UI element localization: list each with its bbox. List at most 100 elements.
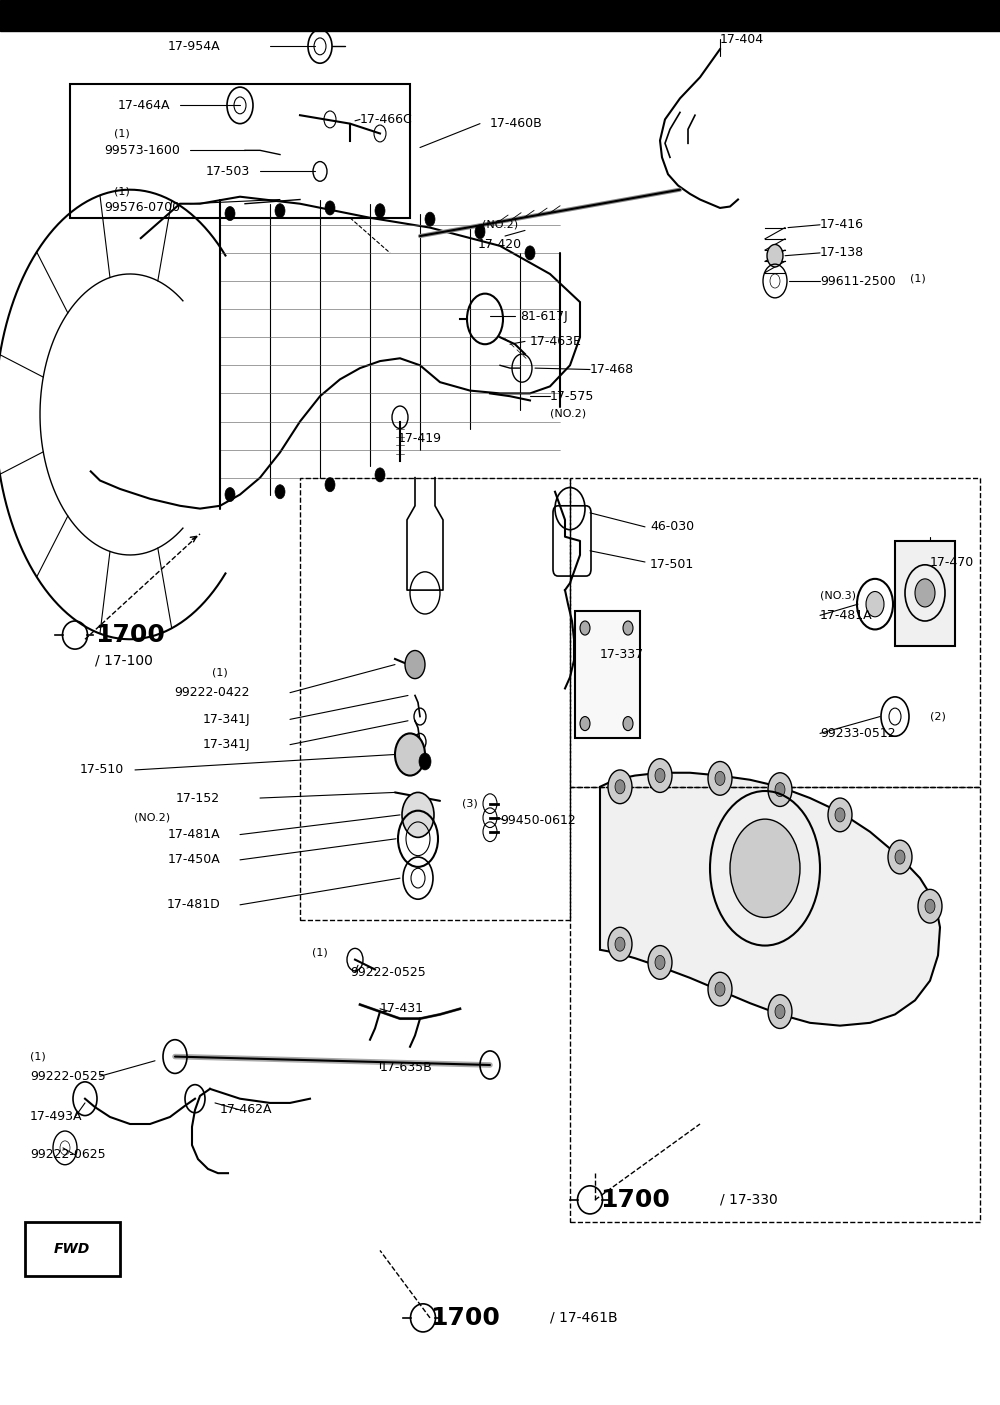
Text: 17-341J: 17-341J (202, 738, 250, 752)
Circle shape (648, 946, 672, 979)
Circle shape (623, 621, 633, 635)
Text: 17-466C: 17-466C (360, 112, 413, 126)
Text: 17-470: 17-470 (930, 555, 974, 569)
Text: 17-493A: 17-493A (30, 1110, 82, 1124)
Bar (570, 478, 980, 787)
Text: 17-138: 17-138 (820, 246, 864, 260)
Polygon shape (600, 773, 940, 1026)
Circle shape (655, 955, 665, 969)
Circle shape (375, 204, 385, 218)
Text: (NO.2): (NO.2) (134, 812, 170, 823)
Text: 99222-0525: 99222-0525 (350, 965, 426, 979)
Circle shape (925, 899, 935, 913)
Circle shape (405, 651, 425, 679)
Circle shape (225, 488, 235, 502)
Text: 17-575: 17-575 (550, 389, 594, 403)
Text: 17-503: 17-503 (206, 164, 250, 178)
Circle shape (608, 770, 632, 804)
Circle shape (395, 733, 425, 776)
Circle shape (580, 717, 590, 731)
Text: (1): (1) (312, 947, 328, 958)
Circle shape (608, 927, 632, 961)
Circle shape (325, 201, 335, 215)
Text: 17-337: 17-337 (600, 648, 644, 662)
Circle shape (828, 798, 852, 832)
Bar (300, 478, 570, 920)
Circle shape (615, 780, 625, 794)
Circle shape (375, 468, 385, 482)
Bar (575, 611, 640, 738)
Circle shape (580, 621, 590, 635)
Circle shape (708, 972, 732, 1006)
Circle shape (768, 773, 792, 806)
Bar (25, 1222, 120, 1276)
Circle shape (525, 246, 535, 260)
Text: / 17-100: / 17-100 (95, 653, 153, 667)
Text: (NO.3): (NO.3) (820, 590, 856, 601)
Text: 99573-1600: 99573-1600 (104, 143, 180, 157)
Text: 17-501: 17-501 (650, 558, 694, 572)
Text: (3): (3) (462, 798, 478, 809)
Text: 99222-0625: 99222-0625 (30, 1148, 106, 1162)
Text: 17-420: 17-420 (478, 237, 522, 251)
Text: / 17-461B: / 17-461B (550, 1311, 618, 1325)
Text: 17-510: 17-510 (80, 763, 124, 777)
Circle shape (708, 762, 732, 795)
Text: (1): (1) (910, 273, 926, 284)
Text: 17-481A: 17-481A (820, 608, 873, 622)
Text: 99222-0525: 99222-0525 (30, 1069, 106, 1083)
Circle shape (325, 478, 335, 492)
Circle shape (715, 982, 725, 996)
Circle shape (730, 819, 800, 917)
Circle shape (402, 792, 434, 837)
Circle shape (225, 207, 235, 221)
Circle shape (775, 1005, 785, 1019)
Circle shape (623, 717, 633, 731)
Text: 17-464A: 17-464A (118, 98, 170, 112)
Bar (570, 787, 980, 1222)
Text: 17-431: 17-431 (380, 1002, 424, 1016)
Text: 99222-0422: 99222-0422 (175, 686, 250, 700)
Circle shape (895, 850, 905, 864)
Text: / 17-330: / 17-330 (720, 1193, 778, 1207)
Bar (0, 0, 1000, 31)
Text: (1): (1) (114, 185, 130, 197)
Text: 1700: 1700 (600, 1187, 670, 1213)
Circle shape (475, 225, 485, 239)
Bar (70, 84, 410, 218)
Text: 17-152: 17-152 (176, 791, 220, 805)
Circle shape (615, 937, 625, 951)
Text: 17-460B: 17-460B (490, 117, 543, 131)
Text: 17-462A: 17-462A (220, 1103, 272, 1117)
Circle shape (915, 579, 935, 607)
Text: 17-463E: 17-463E (530, 334, 582, 348)
Circle shape (275, 485, 285, 499)
Text: 17-450A: 17-450A (167, 853, 220, 867)
Text: 17-481A: 17-481A (167, 828, 220, 842)
Text: 99576-0700: 99576-0700 (104, 201, 180, 215)
Text: (NO.2): (NO.2) (482, 219, 518, 230)
Text: (1): (1) (212, 667, 228, 679)
Circle shape (866, 592, 884, 617)
Text: 81-617J: 81-617J (520, 309, 568, 323)
Circle shape (918, 889, 942, 923)
Text: 17-481D: 17-481D (166, 898, 220, 912)
Text: (1): (1) (30, 1051, 46, 1062)
Circle shape (648, 759, 672, 792)
Circle shape (655, 769, 665, 783)
Text: 17-635B: 17-635B (380, 1061, 433, 1075)
Text: 1700: 1700 (430, 1305, 500, 1331)
Circle shape (275, 204, 285, 218)
Text: 17-419: 17-419 (398, 431, 442, 445)
Circle shape (767, 244, 783, 267)
Text: 17-404: 17-404 (720, 32, 764, 46)
Text: 99450-0612: 99450-0612 (500, 813, 576, 828)
Text: (NO.2): (NO.2) (550, 407, 586, 419)
Circle shape (888, 840, 912, 874)
FancyBboxPatch shape (553, 506, 591, 576)
Text: 17-468: 17-468 (590, 362, 634, 377)
Bar (895, 541, 955, 646)
Circle shape (835, 808, 845, 822)
Text: 99611-2500: 99611-2500 (820, 274, 896, 288)
Circle shape (425, 212, 435, 226)
